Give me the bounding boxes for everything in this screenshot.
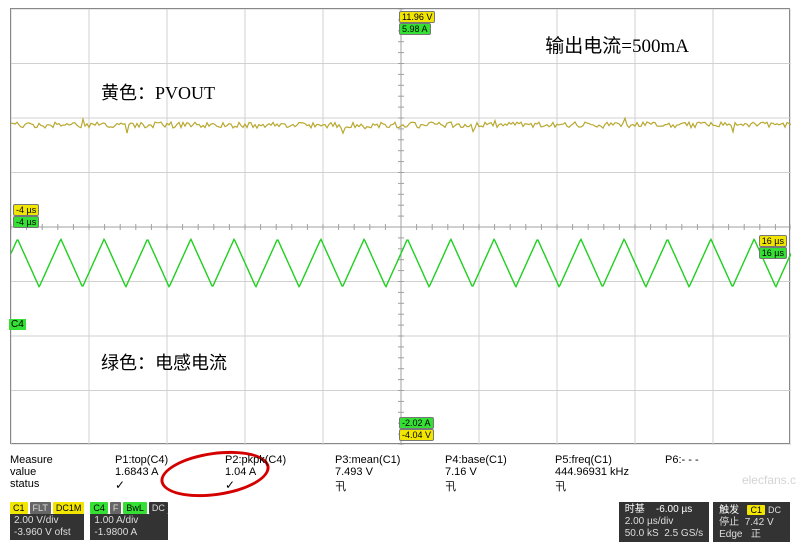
- c4-block: C4 F BwL DC 1.00 A/div -1.9800 A: [90, 502, 168, 542]
- p5-value: 444.96931 kHz: [555, 466, 665, 478]
- annot-output-current: 输出电流=500mA: [545, 31, 689, 58]
- p4-name: P4:base(C1): [445, 454, 555, 466]
- p2-status: ✓: [225, 478, 335, 494]
- measure-header-row: Measure P1:top(C4) P2:pkpk(C4) P3:mean(C…: [10, 454, 790, 466]
- measure-value-row: value 1.6843 A 1.04 A 7.493 V 7.16 V 444…: [10, 466, 790, 478]
- measure-bar: Measure P1:top(C4) P2:pkpk(C4) P3:mean(C…: [10, 454, 790, 494]
- measure-status-row: status ✓ ✓ 卂 卂 卂: [10, 478, 790, 494]
- c4-b2: BwL: [123, 502, 147, 514]
- p1-value: 1.6843 A: [115, 466, 225, 478]
- cursor-right-bot: 16 µs: [759, 247, 787, 259]
- trig-level: 7.42 V: [745, 517, 774, 528]
- p5-status: 卂: [555, 478, 665, 494]
- cursor-right-top: 16 µs: [759, 235, 787, 247]
- p4-value: 7.16 V: [445, 466, 555, 478]
- tb-rate: 2.5 GS/s: [664, 528, 703, 539]
- c1-block: C1 FLT DC1M 2.00 V/div -3.960 V ofst: [10, 502, 84, 542]
- cursor-bot-amp: -2.02 A: [399, 417, 434, 429]
- p3-value: 7.493 V: [335, 466, 445, 478]
- p5-name: P5:freq(C1): [555, 454, 665, 466]
- tb-delay: -6.00 µs: [656, 504, 692, 515]
- c4-id: C4: [90, 502, 108, 514]
- annot-green: 绿色：电感电流: [101, 349, 227, 375]
- p4-status: 卂: [445, 478, 555, 494]
- c1-scale: 2.00 V/div: [14, 515, 80, 527]
- status-bar: C1 FLT DC1M 2.00 V/div -3.960 V ofst C4 …: [10, 502, 790, 542]
- c1-id: C1: [10, 502, 28, 514]
- p3-name: P3:mean(C1): [335, 454, 445, 466]
- p2-name: P2:pkpk(C4): [225, 454, 335, 466]
- trig-c1: C1: [747, 505, 765, 515]
- p2-value: 1.04 A: [225, 466, 335, 478]
- cursor-top-volt: 11.96 V: [399, 11, 435, 23]
- c4-b1: F: [110, 502, 122, 514]
- p1-status: ✓: [115, 478, 225, 494]
- p3-status: 卂: [335, 478, 445, 494]
- trig-dc: DC: [765, 505, 784, 515]
- c1-b2: DC1M: [53, 502, 85, 514]
- timebase-block: 时基 -6.00 µs 2.00 µs/div 50.0 kS 2.5 GS/s: [619, 502, 709, 542]
- c1-b1: FLT: [30, 502, 51, 514]
- cursor-left-bot: -4 µs: [13, 216, 39, 228]
- scope-svg: [11, 9, 791, 445]
- oscilloscope-display: 11.96 V 5.98 A -4 µs -4 µs 16 µs 16 µs -…: [10, 8, 790, 444]
- status-label: status: [10, 478, 115, 494]
- trig-type: Edge: [719, 529, 742, 540]
- c4-b3: DC: [149, 502, 168, 514]
- trig-mode: 停止: [719, 517, 739, 528]
- tb-points: 50.0 kS: [625, 528, 659, 539]
- measure-header: Measure: [10, 454, 115, 466]
- ch4-marker: C4: [9, 319, 26, 330]
- cursor-top-amp: 5.98 A: [399, 23, 431, 35]
- watermark: elecfans.c: [742, 473, 796, 487]
- trig-pol: 正: [751, 529, 761, 540]
- p1-name: P1:top(C4): [115, 454, 225, 466]
- trig-title: 触发: [719, 505, 739, 516]
- tb-title: 时基: [625, 504, 645, 515]
- tb-tdiv: 2.00 µs/div: [625, 516, 674, 527]
- c4-scale: 1.00 A/div: [94, 515, 164, 527]
- trigger-block: 触发 C1DC 停止 7.42 V Edge 正: [713, 502, 790, 542]
- cursor-left-top: -4 µs: [13, 204, 39, 216]
- annot-yellow: 黄色：PVOUT: [101, 79, 215, 105]
- p6-name: P6:- - -: [665, 454, 775, 466]
- c4-offset: -1.9800 A: [94, 527, 164, 539]
- cursor-bot-volt: -4.04 V: [399, 429, 434, 441]
- value-label: value: [10, 466, 115, 478]
- c1-offset: -3.960 V ofst: [14, 527, 80, 539]
